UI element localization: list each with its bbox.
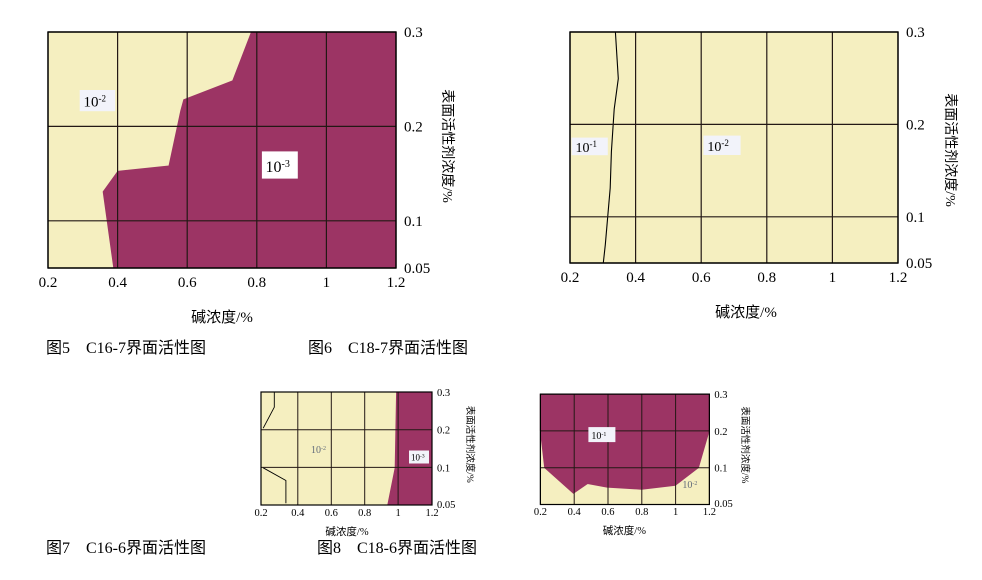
svg-text:碱浓度/%: 碱浓度/% [191,309,253,326]
svg-text:1.2: 1.2 [387,275,406,291]
svg-text:0.3: 0.3 [437,388,450,399]
svg-text:0.1: 0.1 [906,210,925,226]
svg-text:0.1: 0.1 [437,463,450,474]
svg-text:0.2: 0.2 [437,426,450,437]
svg-text:0.8: 0.8 [635,507,648,518]
svg-text:表面活性剂浓度/%: 表面活性剂浓度/% [439,89,455,203]
svg-text:0.05: 0.05 [714,499,732,510]
svg-text:图5 C16-7界面活性图: 图5 C16-7界面活性图 [46,339,206,357]
svg-text:图6 C18-7界面活性图: 图6 C18-7界面活性图 [308,339,468,357]
svg-text:1: 1 [323,275,331,291]
svg-text:1: 1 [829,270,837,286]
svg-text:0.2: 0.2 [714,427,727,438]
svg-text:表面活性剂浓度/%: 表面活性剂浓度/% [942,93,958,207]
svg-text:碱浓度/%: 碱浓度/% [715,304,777,321]
svg-text:0.6: 0.6 [601,507,614,518]
svg-text:0.8: 0.8 [757,270,776,286]
svg-text:0.8: 0.8 [358,508,371,519]
svg-text:表面活性剂浓度/%: 表面活性剂浓度/% [739,406,751,483]
svg-text:碱浓度/%: 碱浓度/% [325,525,368,538]
svg-text:0.4: 0.4 [108,275,127,291]
svg-text:0.2: 0.2 [561,270,580,286]
svg-text:0.3: 0.3 [906,25,925,41]
svg-text:0.3: 0.3 [404,25,423,41]
svg-text:0.1: 0.1 [714,464,727,475]
svg-text:0.6: 0.6 [178,275,197,291]
svg-text:0.2: 0.2 [254,508,267,519]
svg-text:0.4: 0.4 [568,507,582,518]
svg-text:0.3: 0.3 [714,390,727,401]
svg-text:0.4: 0.4 [291,508,305,519]
svg-text:0.05: 0.05 [404,261,430,277]
svg-text:0.2: 0.2 [39,275,58,291]
svg-text:0.2: 0.2 [534,507,547,518]
svg-text:0.2: 0.2 [404,119,423,135]
svg-text:1: 1 [395,508,400,519]
svg-text:图8 C18-6界面活性图: 图8 C18-6界面活性图 [317,539,477,557]
svg-text:0.1: 0.1 [404,214,423,230]
svg-text:0.05: 0.05 [906,256,932,272]
svg-text:0.6: 0.6 [692,270,711,286]
svg-text:1: 1 [673,507,678,518]
svg-text:0.2: 0.2 [906,117,925,133]
svg-text:表面活性剂浓度/%: 表面活性剂浓度/% [464,406,476,483]
svg-text:0.8: 0.8 [247,275,266,291]
svg-text:0.6: 0.6 [325,508,338,519]
svg-text:碱浓度/%: 碱浓度/% [603,524,646,537]
svg-text:1.2: 1.2 [889,270,908,286]
svg-text:0.4: 0.4 [626,270,645,286]
svg-text:0.05: 0.05 [437,500,455,511]
svg-text:图7 C16-6界面活性图: 图7 C16-6界面活性图 [46,539,206,557]
